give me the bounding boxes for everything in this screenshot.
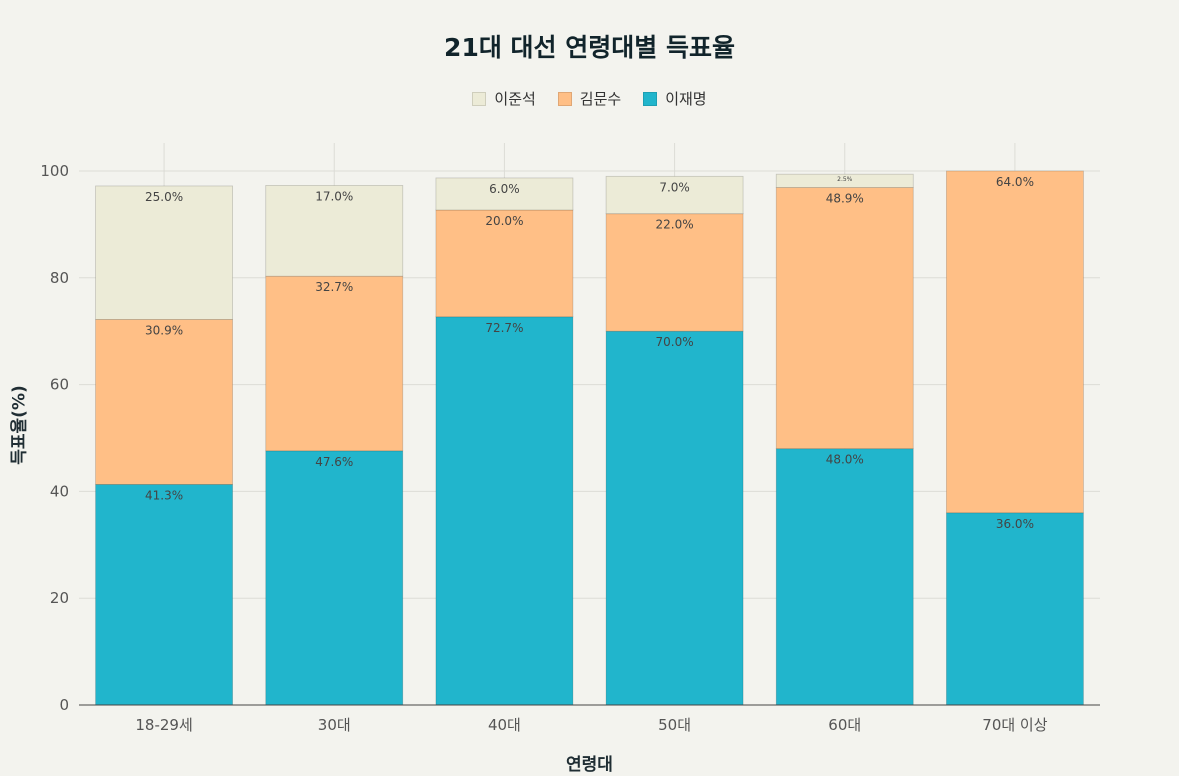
x-tick-label: 30대: [318, 716, 351, 734]
bar-segment: [605, 330, 744, 706]
legend-label: 이재명: [665, 90, 707, 108]
bar-data-label: 30.9%: [145, 323, 183, 337]
bar-data-label: 32.7%: [315, 280, 353, 294]
bar-data-label: 6.0%: [489, 182, 520, 196]
bar-segment: [435, 316, 574, 706]
chart-title: 21대 대선 연령대별 득표율: [444, 33, 735, 62]
y-tick-label: 20: [50, 589, 69, 607]
x-tick-label: 50대: [658, 716, 691, 734]
bar-data-label: 70.0%: [656, 335, 694, 349]
bar-segment: [95, 185, 233, 320]
bar-segment: [95, 484, 233, 706]
bar-segment: [775, 187, 914, 450]
y-tick-label: 100: [40, 162, 69, 180]
legend-item-kim-moonsoo[interactable]: 김문수: [557, 88, 622, 109]
bar-data-label: 41.3%: [145, 488, 183, 502]
bar-data-label: 72.7%: [485, 321, 523, 335]
bar-data-label: 2.5%: [837, 176, 853, 183]
bar-data-label: 47.6%: [315, 455, 353, 469]
x-tick-label: 40대: [488, 716, 521, 734]
legend: 이준석 김문수 이재명: [0, 88, 1179, 109]
bar-data-label: 48.9%: [826, 192, 864, 206]
bar-segment: [95, 319, 233, 485]
bar-segment: [946, 170, 1084, 514]
bar-segment: [265, 275, 404, 452]
bar-segment: [775, 448, 914, 706]
bar-segment: [946, 512, 1084, 706]
bar-segment: [265, 450, 404, 706]
legend-swatch: [472, 91, 487, 106]
bar-data-label: 48.0%: [826, 453, 864, 467]
legend-item-lee-jaemyung[interactable]: 이재명: [643, 88, 707, 109]
x-tick-label: 18-29세: [135, 716, 192, 734]
bar-segment: [775, 173, 914, 188]
legend-label: 이준석: [494, 90, 536, 108]
legend-swatch: [643, 91, 658, 106]
x-tick-label: 60대: [828, 716, 861, 734]
bar-data-label: 64.0%: [996, 175, 1034, 189]
y-tick-label: 60: [50, 376, 69, 394]
legend-item-lee-junseok[interactable]: 이준석: [472, 88, 536, 109]
bar-segment: [265, 185, 404, 277]
bar-segment: [605, 213, 744, 332]
bar-data-label: 7.0%: [659, 180, 690, 194]
x-axis-label: 연령대: [566, 755, 613, 775]
bar-data-label: 22.0%: [656, 218, 694, 232]
bar-data-label: 20.0%: [485, 214, 523, 228]
y-tick-label: 80: [50, 269, 69, 287]
legend-swatch: [557, 91, 572, 106]
bar-data-label: 25.0%: [145, 190, 183, 204]
y-tick-label: 40: [50, 482, 69, 500]
x-tick-label: 70대 이상: [982, 716, 1047, 734]
bar-segment: [605, 175, 744, 215]
bar-data-label: 17.0%: [315, 189, 353, 203]
bar-segment: [435, 177, 574, 211]
bar-data-label: 36.0%: [996, 517, 1034, 531]
y-tick-label: 0: [59, 696, 69, 714]
legend-label: 김문수: [579, 90, 622, 108]
